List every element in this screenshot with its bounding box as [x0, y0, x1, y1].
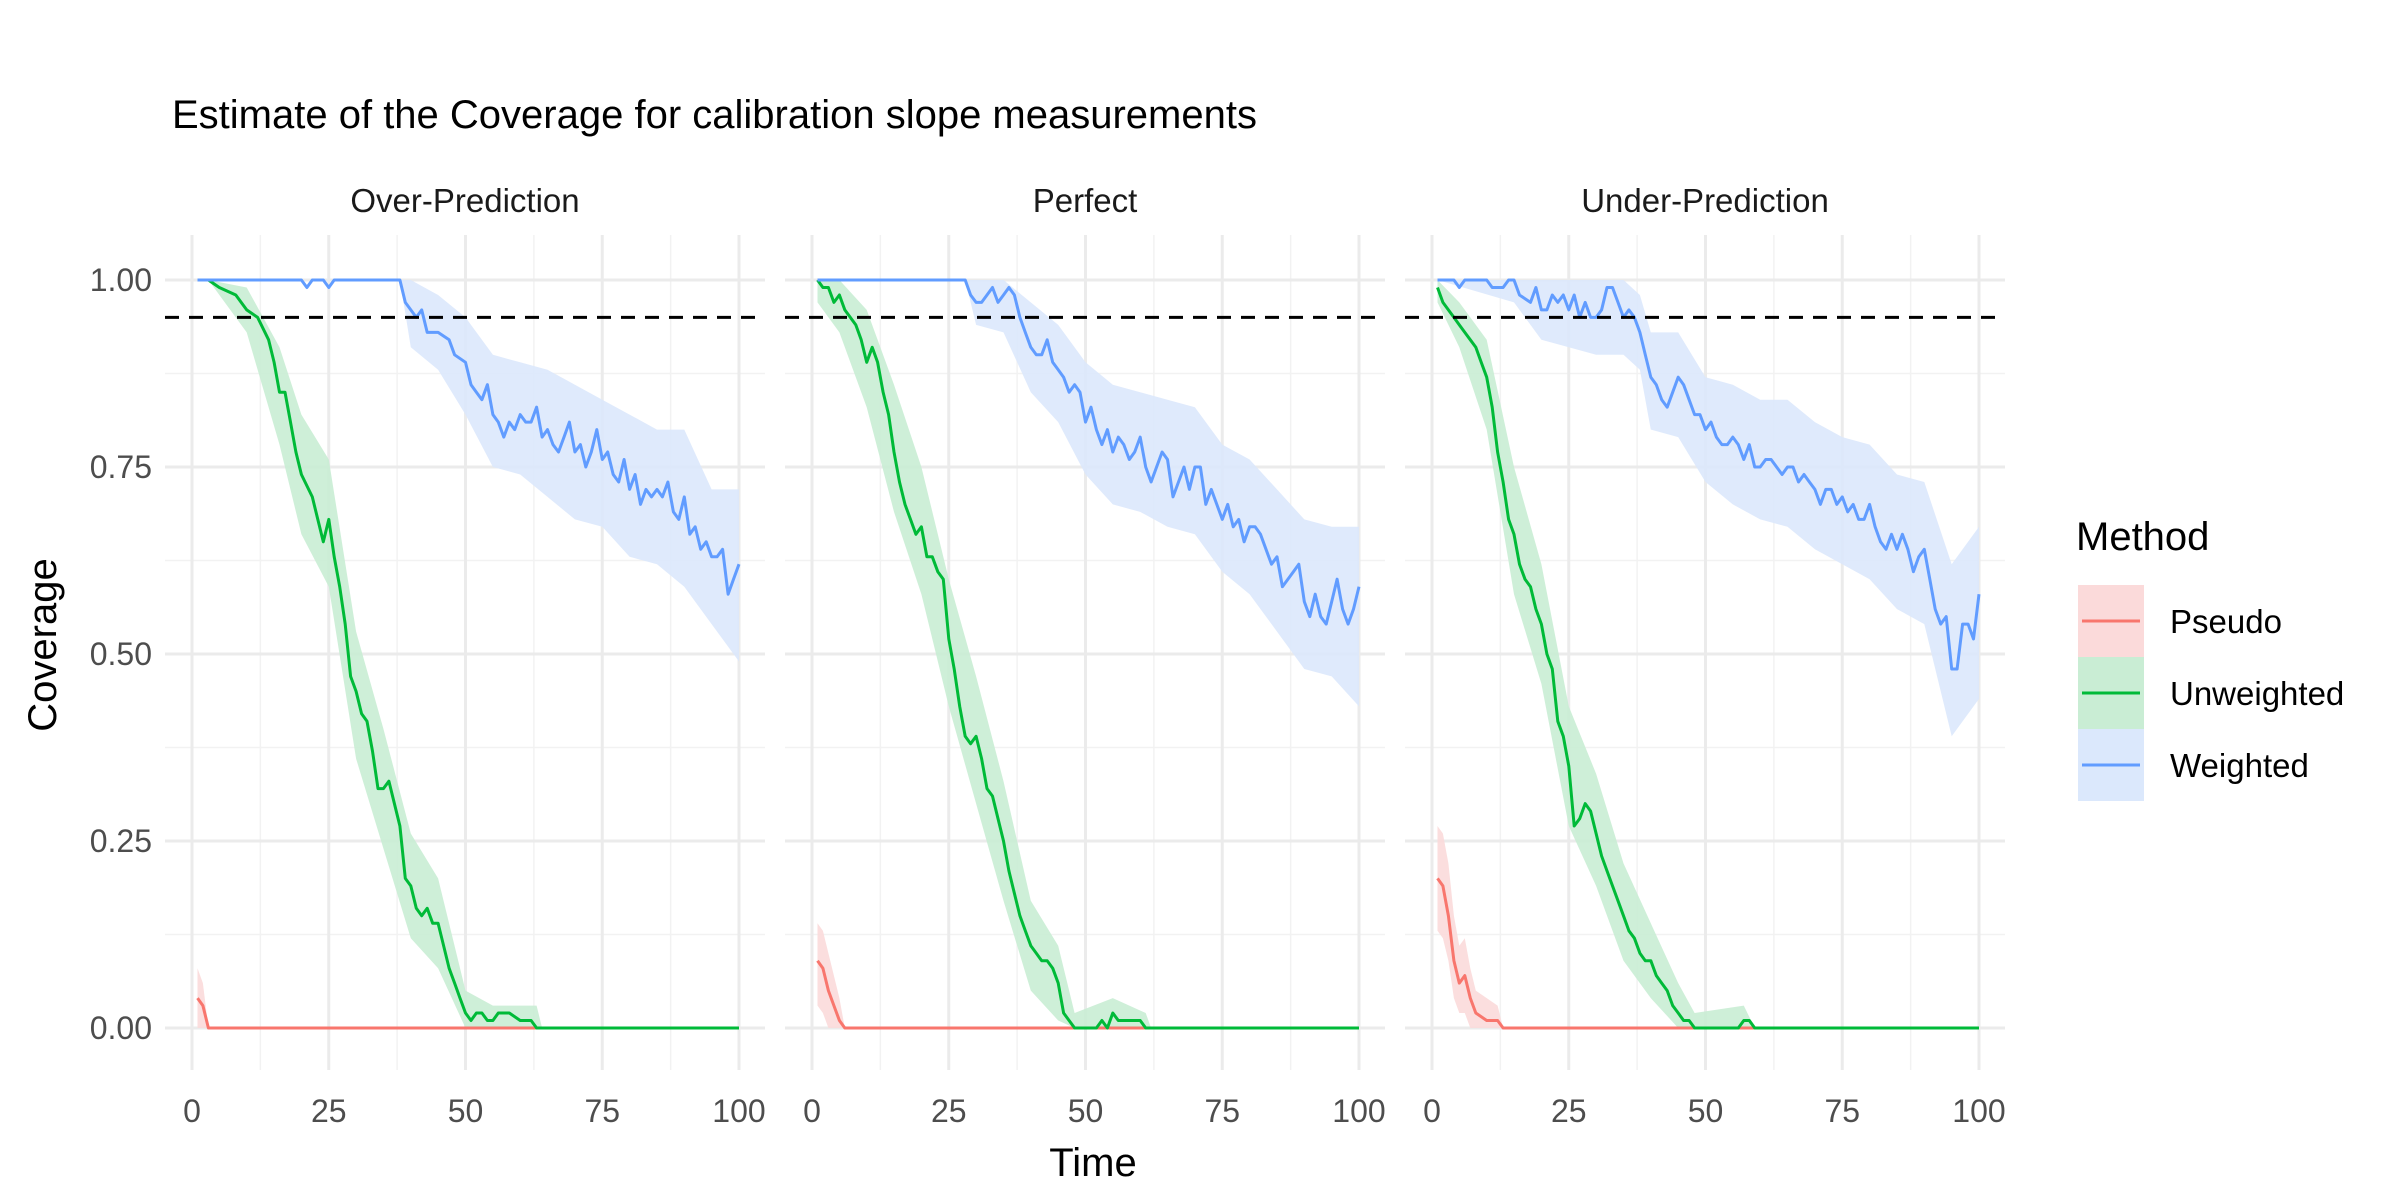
legend-label: Pseudo — [2170, 603, 2282, 640]
line-unweighted-under-prediction — [1436, 286, 1979, 1030]
line-unweighted-perfect — [816, 279, 1359, 1030]
line-weighted-over-prediction — [197, 278, 741, 596]
legend-item-weighted: Weighted — [2078, 729, 2309, 801]
x-tick-label: 75 — [1824, 1093, 1860, 1129]
x-axis-title: Time — [1049, 1141, 1136, 1185]
y-tick-label: 0.00 — [90, 1010, 152, 1046]
x-tick-label: 75 — [1204, 1093, 1240, 1129]
x-tick-label: 0 — [803, 1093, 821, 1129]
x-tick-label: 0 — [183, 1093, 201, 1129]
line-pseudo-over-prediction — [196, 997, 739, 1030]
x-tick-label: 100 — [1332, 1093, 1385, 1129]
x-tick-label: 100 — [1952, 1093, 2005, 1129]
panel-perfect: Perfect 0 25 50 75 100 — [785, 182, 1386, 1129]
y-tick-label: 0.75 — [90, 449, 152, 485]
x-tick-label: 50 — [1068, 1093, 1104, 1129]
band-unweighted-perfect — [817, 280, 1359, 1028]
band-weighted-over-prediction — [197, 280, 739, 662]
x-tick-label: 50 — [448, 1093, 484, 1129]
facet-panels: Over-Prediction 0 25 50 75 100 Perfect 0 25 50 75 1… — [90, 182, 2006, 1129]
y-tick-label: 0.25 — [90, 823, 152, 859]
line-pseudo-perfect — [816, 959, 1359, 1030]
panel-over-prediction: Over-Prediction 0 25 50 75 100 — [165, 182, 766, 1129]
panel-label-over-prediction: Over-Prediction — [350, 182, 579, 219]
line-pseudo-under-prediction — [1436, 877, 1979, 1030]
panel-label-perfect: Perfect — [1033, 182, 1138, 219]
legend-title: Method — [2076, 515, 2209, 559]
y-tick-label: 0.50 — [90, 636, 152, 672]
x-tick-label: 50 — [1688, 1093, 1724, 1129]
x-tick-label: 25 — [311, 1093, 347, 1129]
x-tick-label: 25 — [931, 1093, 967, 1129]
band-weighted-perfect — [817, 280, 1359, 707]
x-tick-label: 75 — [584, 1093, 620, 1129]
legend: Method Pseudo Unweighted Weighted — [2076, 515, 2344, 801]
legend-item-pseudo: Pseudo — [2078, 585, 2282, 657]
band-pseudo-under-prediction — [1437, 826, 1979, 1028]
band-unweighted-over-prediction — [208, 280, 739, 1028]
legend-label: Unweighted — [2170, 675, 2344, 712]
panel-under-prediction: Under-Prediction 0 25 50 75 100 — [1405, 182, 2006, 1129]
y-tick-label: 1.00 — [90, 262, 152, 298]
x-tick-label: 0 — [1423, 1093, 1441, 1129]
panel-label-under-prediction: Under-Prediction — [1581, 182, 1829, 219]
x-tick-label: 100 — [712, 1093, 765, 1129]
line-weighted-perfect — [817, 278, 1361, 626]
y-axis-title: Coverage — [21, 558, 65, 731]
line-weighted-under-prediction — [1437, 278, 1981, 671]
legend-item-unweighted: Unweighted — [2078, 657, 2344, 729]
line-unweighted-over-prediction — [207, 278, 739, 1030]
legend-label: Weighted — [2170, 747, 2309, 784]
x-tick-label: 25 — [1551, 1093, 1587, 1129]
chart-title: Estimate of the Coverage for calibration… — [172, 93, 1257, 137]
